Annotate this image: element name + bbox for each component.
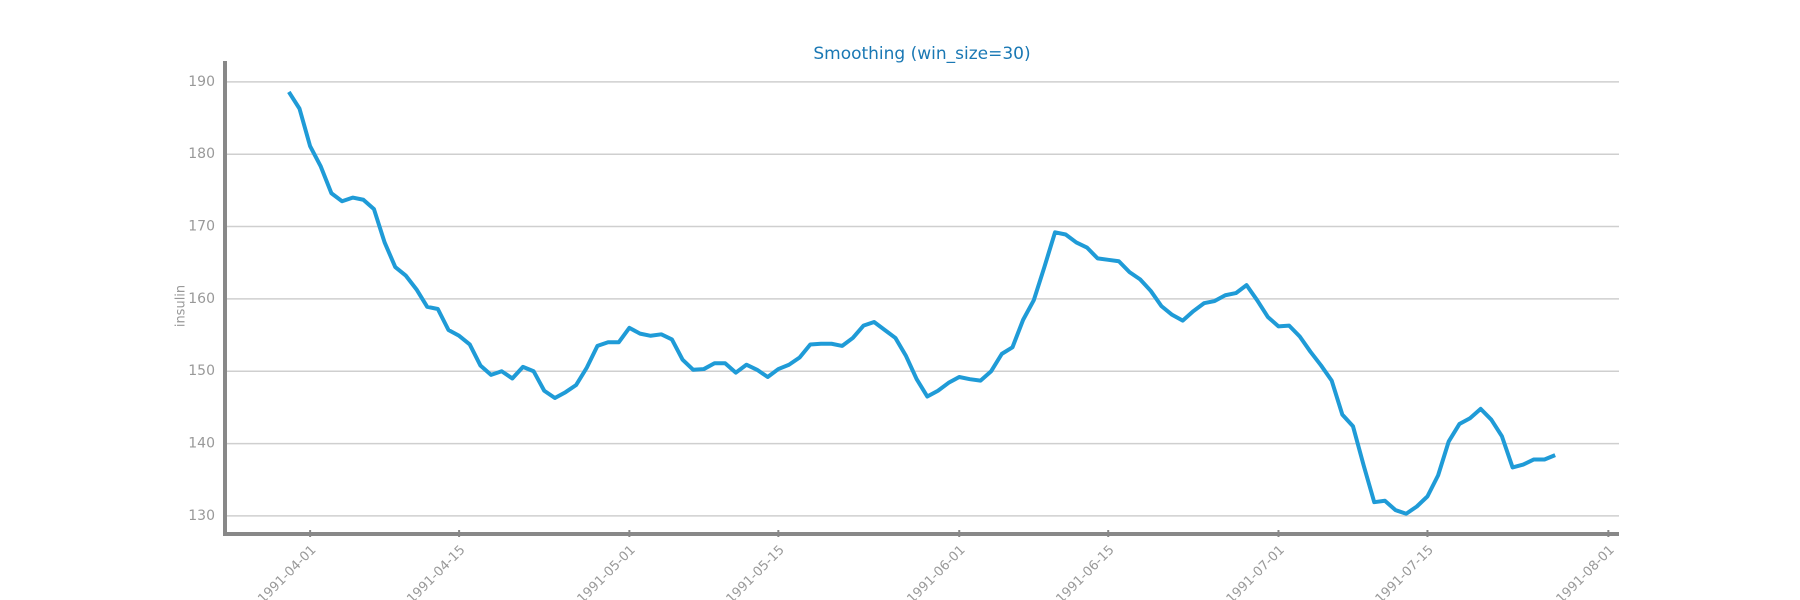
x-tick-label: 1991-04-01 bbox=[255, 543, 319, 600]
y-tick-label: 140 bbox=[188, 436, 215, 452]
x-tick-label: 1991-04-15 bbox=[404, 543, 468, 600]
x-tick-label: 1991-05-15 bbox=[724, 543, 788, 600]
y-tick-label: 130 bbox=[188, 508, 215, 524]
y-tick-label: 160 bbox=[188, 291, 215, 307]
y-tick-label: 170 bbox=[188, 219, 215, 235]
y-tick-label: 190 bbox=[188, 74, 215, 90]
x-tick-label: 1991-07-01 bbox=[1224, 543, 1288, 600]
x-tick-label: 1991-06-15 bbox=[1053, 543, 1117, 600]
y-tick-label: 180 bbox=[188, 146, 215, 162]
x-tick-label: 1991-07-15 bbox=[1373, 543, 1437, 600]
x-tick-label: 1991-06-01 bbox=[905, 543, 969, 600]
chart-title: Smoothing (win_size=30) bbox=[813, 44, 1030, 64]
data-line bbox=[287, 90, 1556, 516]
x-tick-label: 1991-05-01 bbox=[575, 543, 639, 600]
y-axis-label: insulin bbox=[174, 285, 189, 327]
y-tick-label: 150 bbox=[188, 363, 215, 379]
x-tick-label: 1991-08-01 bbox=[1554, 543, 1618, 600]
